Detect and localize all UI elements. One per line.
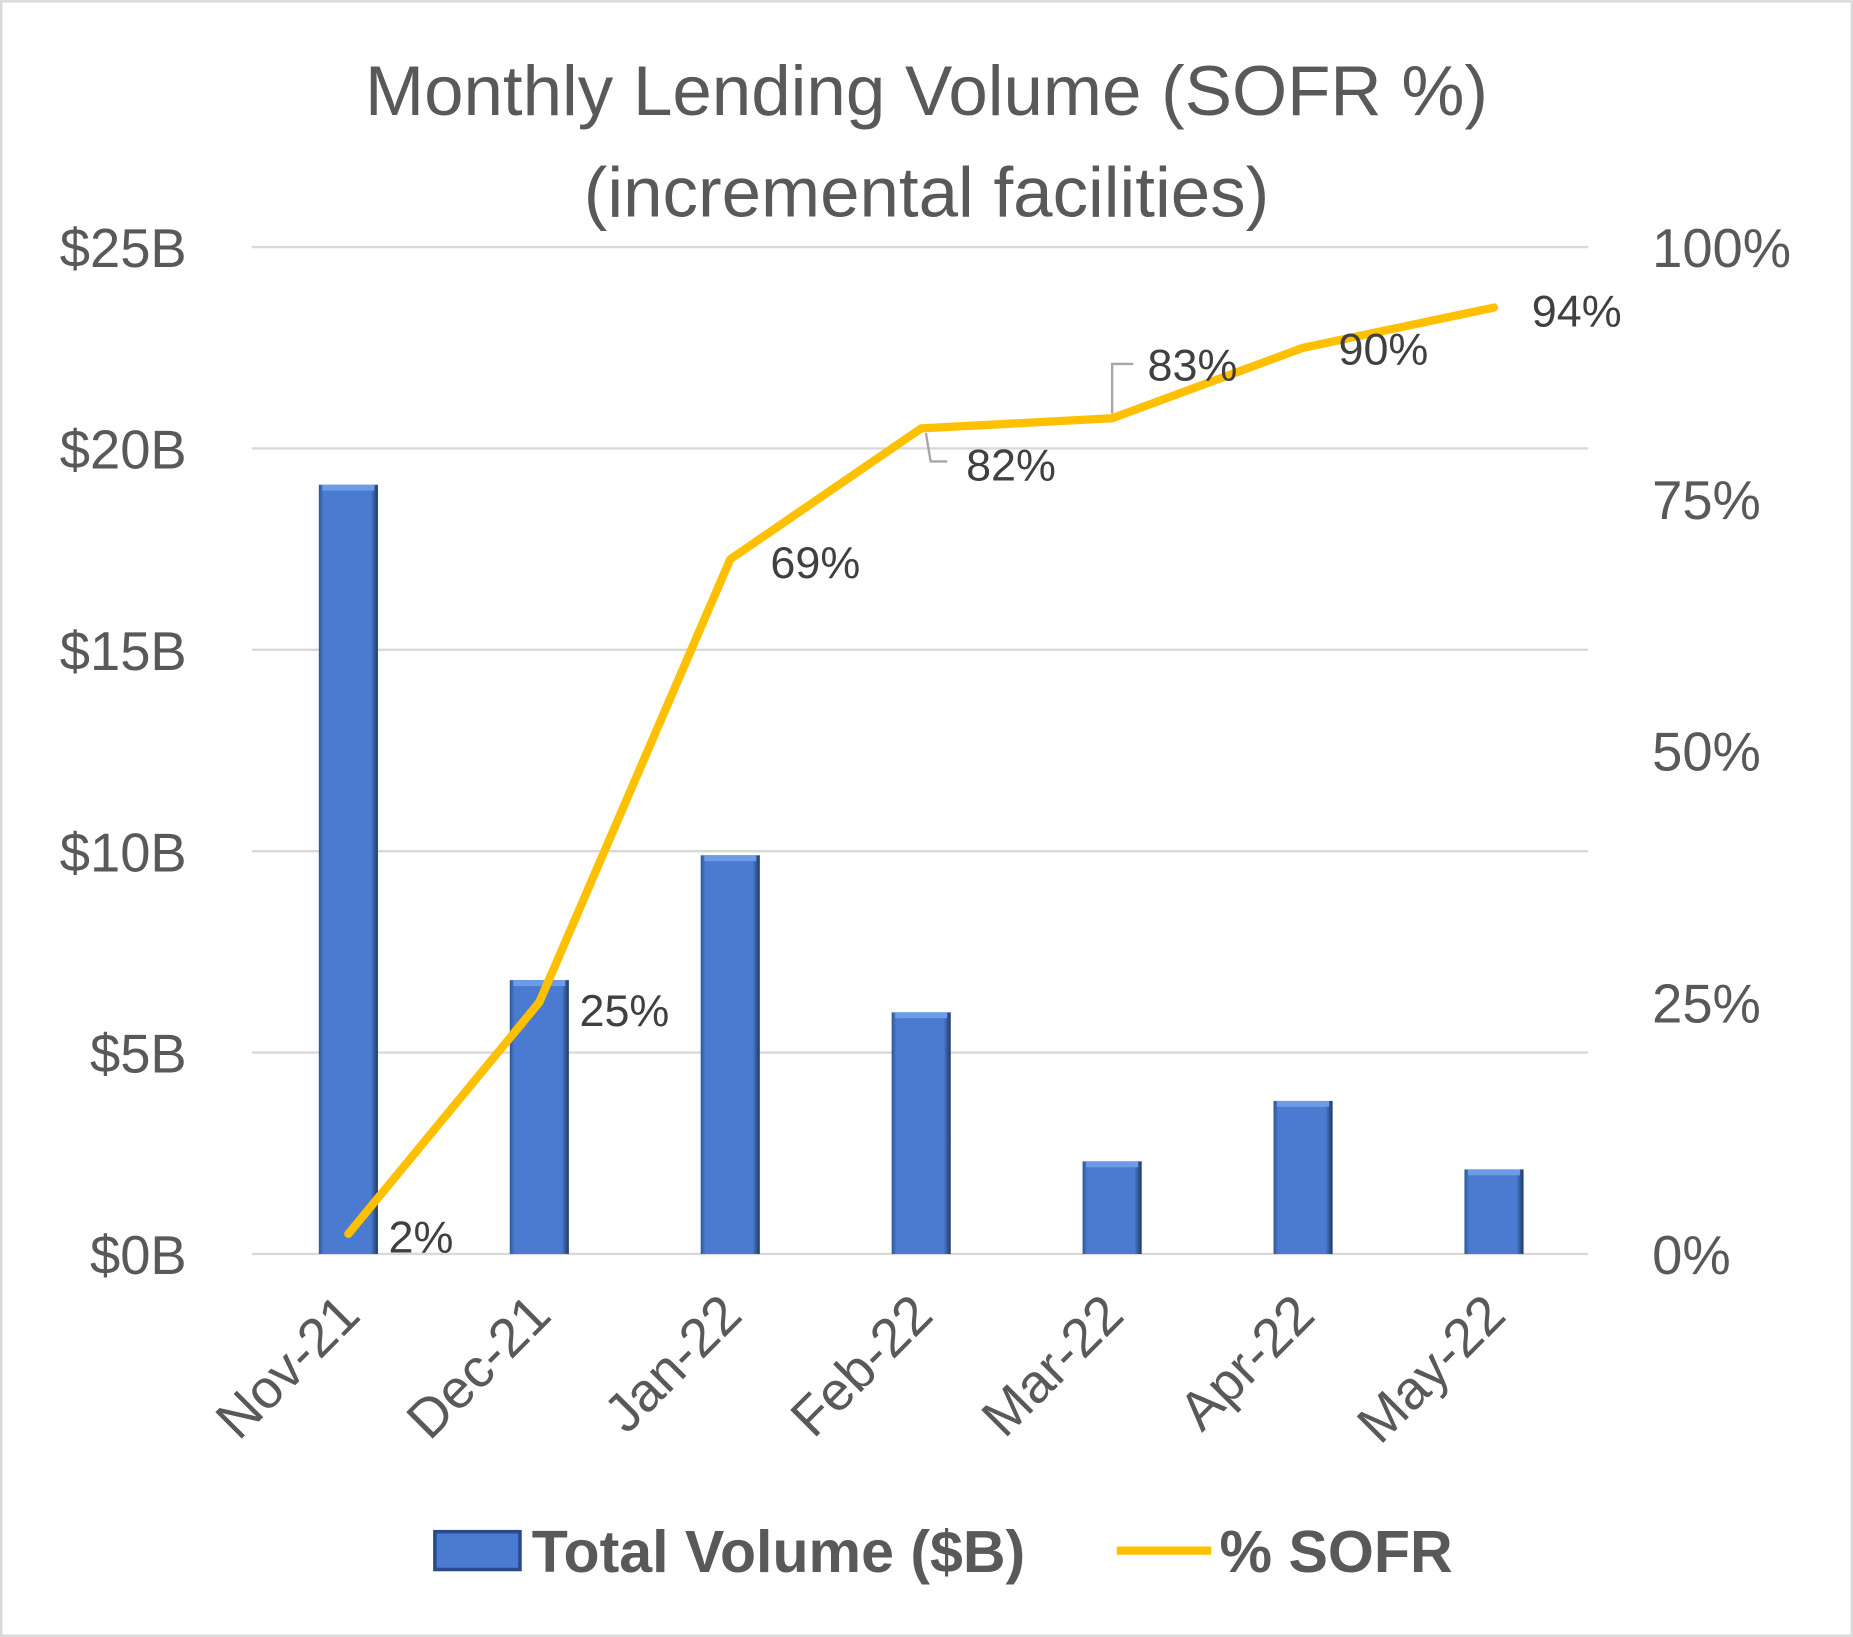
data-label: 90% xyxy=(1339,323,1429,374)
chart-title-line-1: Monthly Lending Volume (SOFR %) xyxy=(365,52,1488,131)
right-axis-tick: 50% xyxy=(1652,722,1761,783)
data-label: 2% xyxy=(389,1212,454,1263)
leader-line xyxy=(1110,362,1134,414)
bar xyxy=(318,484,378,1254)
data-label: 25% xyxy=(579,985,669,1036)
data-label: 83% xyxy=(1148,339,1238,390)
data-label: 82% xyxy=(966,439,1056,490)
legend-label-sofr: % SOFR xyxy=(1220,1519,1453,1585)
left-axis-tick: $5B xyxy=(90,1024,187,1085)
bar xyxy=(700,855,760,1254)
right-axis-tick: 100% xyxy=(1652,218,1791,279)
legend-label-volume: Total Volume ($B) xyxy=(532,1519,1025,1585)
left-axis-tick: $15B xyxy=(60,621,187,682)
legend-swatch-volume xyxy=(433,1529,522,1572)
data-label: 69% xyxy=(770,537,860,588)
right-axis-tick: 25% xyxy=(1652,973,1761,1034)
bar-bevel xyxy=(513,980,566,987)
chart-title-line-2: (incremental facilities) xyxy=(584,153,1269,232)
legend: Total Volume ($B) % SOFR xyxy=(433,1519,1453,1585)
bar-bevel xyxy=(322,484,375,491)
left-axis-tick: $25B xyxy=(60,218,187,279)
bar-bevel xyxy=(1086,1161,1139,1168)
left-axis-tick: $10B xyxy=(60,822,187,883)
right-axis-tick: 75% xyxy=(1652,470,1761,531)
leader-line xyxy=(924,432,948,463)
left-axis-tick: $20B xyxy=(60,420,187,481)
bar xyxy=(1273,1100,1333,1254)
bar-bevel xyxy=(895,1012,948,1019)
bar xyxy=(891,1012,951,1254)
right-axis-tick: 0% xyxy=(1652,1225,1731,1286)
bar xyxy=(1464,1169,1524,1254)
data-label: 94% xyxy=(1532,285,1622,336)
left-axis-tick: $0B xyxy=(90,1225,187,1286)
bar-bevel xyxy=(1277,1100,1330,1107)
bar xyxy=(1082,1161,1142,1254)
bar-bevel xyxy=(704,855,757,862)
bar-bevel xyxy=(1467,1169,1520,1176)
